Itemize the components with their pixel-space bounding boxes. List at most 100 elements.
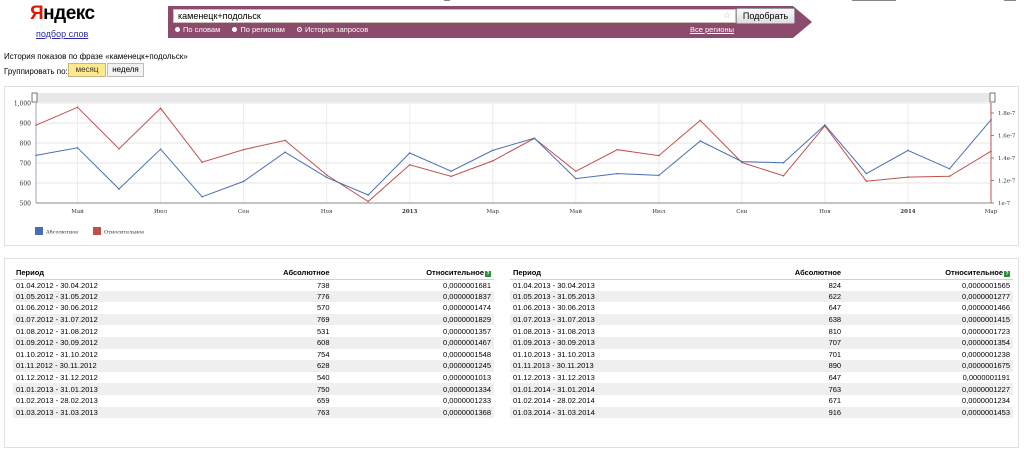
- yandex-logo[interactable]: Яндекс подбор слов: [30, 4, 100, 39]
- cell-absolute: 638: [719, 313, 845, 326]
- cell-period: 01.09.2012 - 30.09.2012: [13, 336, 214, 349]
- cell-period: 01.08.2012 - 31.08.2012: [16, 326, 98, 336]
- cell-relative: 0,0000001837: [332, 290, 494, 303]
- cell-relative: 0,0000001453: [844, 406, 1013, 419]
- plot-area: [36, 103, 991, 203]
- series-point-absolute: [782, 161, 785, 164]
- table-row: 01.09.2012 - 30.09.2012 608 0,0000001467: [13, 336, 494, 349]
- cell-absolute: 540: [316, 373, 330, 383]
- top-rule: [1004, 0, 1016, 1]
- table-row: 01.03.2013 - 31.03.2013 763 0,0000001368: [13, 406, 494, 419]
- series-point-relative: [491, 160, 494, 162]
- cell-relative: 0,0000001467: [332, 336, 494, 349]
- cell-absolute: 659: [316, 396, 330, 406]
- x-tick-label: Мар: [487, 209, 500, 215]
- table-row: 01.06.2013 - 30.06.2013 647 0,0000001466: [510, 302, 1013, 314]
- all-regions-link[interactable]: Все регионы: [690, 25, 734, 34]
- submit-button[interactable]: Подобрать: [736, 8, 795, 24]
- col-relative[interactable]: Относительное?: [332, 267, 494, 280]
- x-tick-label: Июл: [652, 209, 666, 215]
- table-row: 01.06.2012 - 30.06.2012 570 0,0000001474: [13, 302, 494, 314]
- mode-history-radio[interactable]: История запросов: [297, 25, 368, 34]
- cell-relative: 0,0000001234: [962, 396, 1010, 406]
- col-relative-label: Относительное: [426, 268, 484, 278]
- legend-swatch: [35, 227, 43, 235]
- series-point-absolute: [907, 149, 909, 152]
- cell-period: 01.10.2012 - 31.10.2012: [16, 349, 98, 359]
- col-period: Период: [510, 267, 720, 280]
- table-row: 01.08.2013 - 31.08.2013 810 0,0000001723: [510, 325, 1013, 337]
- x-tick-label: Сен: [238, 209, 249, 215]
- series-point-relative: [159, 107, 162, 110]
- y-left-tick-label: 800: [20, 141, 32, 148]
- cell-relative: 0,0000001238: [962, 349, 1010, 359]
- series-point-absolute: [740, 160, 743, 163]
- group-week-button[interactable]: неделя: [107, 63, 144, 77]
- search-input[interactable]: каменецк+подольск: [173, 9, 736, 23]
- series-point-relative: [35, 124, 37, 127]
- info-icon[interactable]: ?: [485, 271, 491, 278]
- x-tick-label: Май: [569, 209, 582, 215]
- cell-period: 01.12.2012 - 31.12.2012: [16, 373, 98, 383]
- series-point-relative: [782, 174, 785, 177]
- cell-absolute: 707: [719, 336, 845, 349]
- group-month-button[interactable]: месяц: [68, 63, 106, 77]
- mode-regions-radio[interactable]: По регионам: [232, 25, 285, 34]
- cell-relative: 0,0000001681: [443, 280, 491, 290]
- series-point-absolute: [408, 152, 411, 154]
- series-point-absolute: [159, 148, 162, 151]
- series-point-absolute: [118, 188, 120, 190]
- table-row: 01.11.2012 - 30.11.2012 628 0,0000001245: [13, 360, 494, 372]
- cell-period: 01.10.2013 - 31.10.2013: [513, 349, 595, 359]
- table-row: 01.04.2013 - 30.04.2013 824 0,0000001565: [510, 279, 1013, 291]
- series-point-relative: [367, 200, 370, 203]
- cell-absolute: 628: [213, 360, 333, 372]
- radio-selected-icon: [297, 27, 303, 32]
- series-point-relative: [699, 119, 702, 122]
- info-icon[interactable]: ?: [1004, 271, 1010, 278]
- mode-label: История запросов: [305, 25, 369, 34]
- series-point-relative: [408, 163, 411, 166]
- radio-icon: [232, 27, 238, 32]
- table-row: 01.05.2013 - 31.05.2013 622 0,0000001277: [510, 290, 1013, 303]
- series-point-relative: [242, 148, 245, 151]
- table-row: 01.02.2014 - 28.02.2014 671 0,0000001234: [510, 395, 1013, 407]
- col-absolute[interactable]: Абсолютное: [213, 267, 333, 280]
- table-row: 01.05.2012 - 31.05.2012 776 0,0000001837: [13, 290, 494, 303]
- col-absolute[interactable]: Абсолютное: [719, 267, 845, 280]
- cell-absolute: 671: [828, 396, 842, 406]
- cell-period: 01.06.2013 - 30.06.2013: [513, 303, 595, 313]
- group-by-row: Группировать по: месяц неделя: [4, 63, 144, 77]
- cell-absolute: 750: [213, 383, 333, 395]
- mode-label: По регионам: [240, 25, 285, 34]
- y-left-tick-label: 900: [20, 121, 32, 128]
- y-right-tick-label: 1e-7: [998, 201, 1011, 207]
- cell-relative: 0,0000001357: [443, 326, 491, 336]
- table-row: 01.04.2012 - 30.04.2012 738 0,0000001681: [13, 279, 494, 291]
- cell-absolute: 763: [719, 383, 845, 395]
- x-tick-label: Ноя: [321, 209, 333, 215]
- mode-words-radio[interactable]: По словам: [175, 25, 220, 34]
- page-title: История показов по фразе «каменецк+подол…: [4, 52, 188, 61]
- col-relative-label: Относительное: [945, 268, 1003, 278]
- cell-period: 01.03.2013 - 31.03.2013: [13, 406, 214, 419]
- legend-label: Абсолютное: [46, 229, 78, 236]
- table-row: 01.08.2012 - 31.08.2012 531 0,0000001357: [13, 325, 494, 337]
- col-relative[interactable]: Относительное?: [844, 267, 1013, 280]
- cell-period: 01.04.2013 - 30.04.2013: [513, 280, 595, 290]
- series-point-absolute: [76, 146, 79, 149]
- y-right-tick-label: 1.4e-7: [998, 156, 1016, 162]
- group-by-label: Группировать по:: [4, 67, 68, 76]
- service-link[interactable]: подбор слов: [36, 29, 89, 39]
- series-point-absolute: [491, 149, 494, 152]
- star-icon[interactable]: ☆: [723, 10, 732, 20]
- cell-relative: 0,0000001334: [332, 383, 494, 395]
- cell-absolute: 769: [213, 313, 333, 326]
- logo-wordmark: Яндекс: [30, 3, 95, 24]
- table-row: 01.07.2013 - 31.07.2013 638 0,0000001415: [510, 313, 1013, 326]
- series-point-relative: [118, 147, 120, 150]
- cell-relative: 0,0000001675: [844, 360, 1013, 372]
- range-handle-right: [989, 92, 996, 103]
- series-point-relative: [325, 174, 328, 176]
- cell-absolute: 570: [316, 303, 330, 313]
